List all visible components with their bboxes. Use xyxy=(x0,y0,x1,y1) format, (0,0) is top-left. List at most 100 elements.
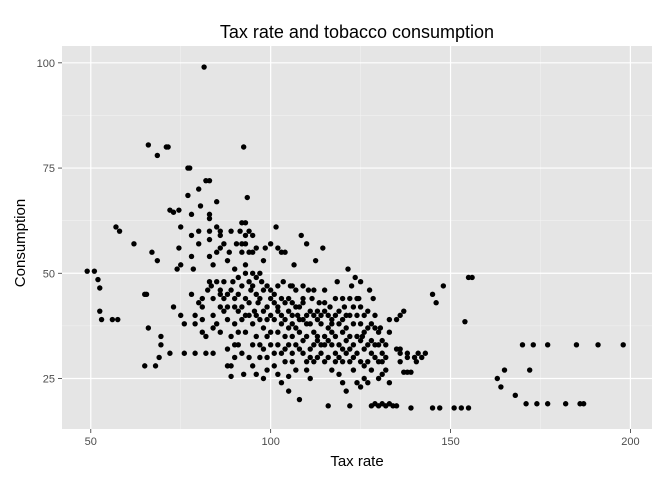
data-point xyxy=(361,329,367,335)
data-points xyxy=(84,64,626,411)
data-point xyxy=(433,300,439,306)
data-point xyxy=(187,165,193,171)
data-point xyxy=(534,401,540,407)
data-point xyxy=(305,287,312,293)
data-point xyxy=(289,321,295,327)
data-point xyxy=(339,329,346,335)
data-point xyxy=(296,346,303,352)
data-point xyxy=(278,321,285,327)
data-point xyxy=(154,152,161,159)
data-point xyxy=(300,295,306,302)
data-point xyxy=(196,186,202,192)
data-point xyxy=(580,401,587,407)
data-point xyxy=(375,329,382,335)
data-point xyxy=(519,342,526,348)
data-point xyxy=(246,354,252,361)
data-point xyxy=(249,232,256,239)
data-point xyxy=(113,224,119,230)
data-point xyxy=(383,367,389,373)
data-point xyxy=(278,295,285,302)
data-point xyxy=(181,350,188,356)
data-point xyxy=(293,287,299,293)
data-point xyxy=(97,285,103,291)
data-point xyxy=(233,241,240,247)
chart-title: Tax rate and tobacco consumption xyxy=(220,22,494,42)
data-point xyxy=(196,241,202,247)
data-point xyxy=(343,388,349,394)
data-point xyxy=(347,403,353,409)
data-point xyxy=(239,283,245,289)
y-axis-ticks: 25 50 75 100 xyxy=(37,58,62,385)
data-point xyxy=(131,241,137,247)
data-point xyxy=(246,300,252,306)
data-point xyxy=(329,321,335,327)
data-point xyxy=(249,321,256,327)
data-point xyxy=(257,316,263,323)
data-point xyxy=(109,316,116,323)
data-point xyxy=(235,274,241,281)
data-point xyxy=(192,321,198,327)
data-point xyxy=(197,203,204,209)
data-point xyxy=(242,262,249,268)
data-point xyxy=(224,257,231,264)
data-point xyxy=(296,396,303,403)
data-point xyxy=(501,367,508,373)
data-point xyxy=(343,325,349,331)
data-point xyxy=(273,224,279,230)
data-point xyxy=(242,220,249,226)
data-point xyxy=(275,329,281,335)
data-point xyxy=(231,354,238,361)
data-point xyxy=(210,350,216,356)
data-point xyxy=(253,274,259,281)
data-point xyxy=(275,245,281,251)
data-point xyxy=(332,358,339,365)
data-point xyxy=(339,346,346,352)
data-point xyxy=(404,354,411,361)
data-point xyxy=(357,384,364,390)
data-point xyxy=(278,312,285,319)
data-point xyxy=(365,380,371,386)
data-point xyxy=(242,270,249,276)
data-point xyxy=(329,342,335,348)
data-point xyxy=(231,266,238,272)
data-point xyxy=(372,325,378,331)
data-point xyxy=(167,350,173,356)
y-tick-label: 25 xyxy=(43,373,55,385)
data-point xyxy=(217,287,223,293)
data-point xyxy=(336,321,342,327)
data-point xyxy=(282,346,288,352)
data-point xyxy=(321,300,328,306)
data-point xyxy=(469,274,475,281)
data-point xyxy=(307,321,313,327)
data-point xyxy=(188,253,195,260)
data-point xyxy=(332,295,339,302)
data-point xyxy=(375,375,382,382)
data-point xyxy=(275,283,281,289)
data-point xyxy=(275,342,281,348)
data-point xyxy=(285,308,292,314)
data-point xyxy=(350,304,357,310)
data-point xyxy=(311,329,317,335)
data-point xyxy=(437,405,443,411)
data-point xyxy=(311,342,317,348)
data-point xyxy=(311,287,317,293)
data-point xyxy=(217,291,223,298)
data-point xyxy=(282,249,288,255)
data-point xyxy=(275,308,281,314)
data-point xyxy=(350,354,357,361)
data-point xyxy=(357,321,364,327)
data-point xyxy=(411,354,418,361)
data-point xyxy=(285,325,292,331)
data-point xyxy=(188,291,195,298)
data-point xyxy=(365,342,371,348)
data-point xyxy=(311,312,317,319)
data-point xyxy=(372,312,378,319)
data-point xyxy=(196,300,202,306)
data-point xyxy=(458,405,465,411)
y-tick-label: 100 xyxy=(37,58,55,70)
data-point xyxy=(440,283,447,289)
data-point xyxy=(228,287,234,293)
data-point xyxy=(285,373,292,380)
data-point xyxy=(365,358,371,365)
data-point xyxy=(264,283,270,289)
